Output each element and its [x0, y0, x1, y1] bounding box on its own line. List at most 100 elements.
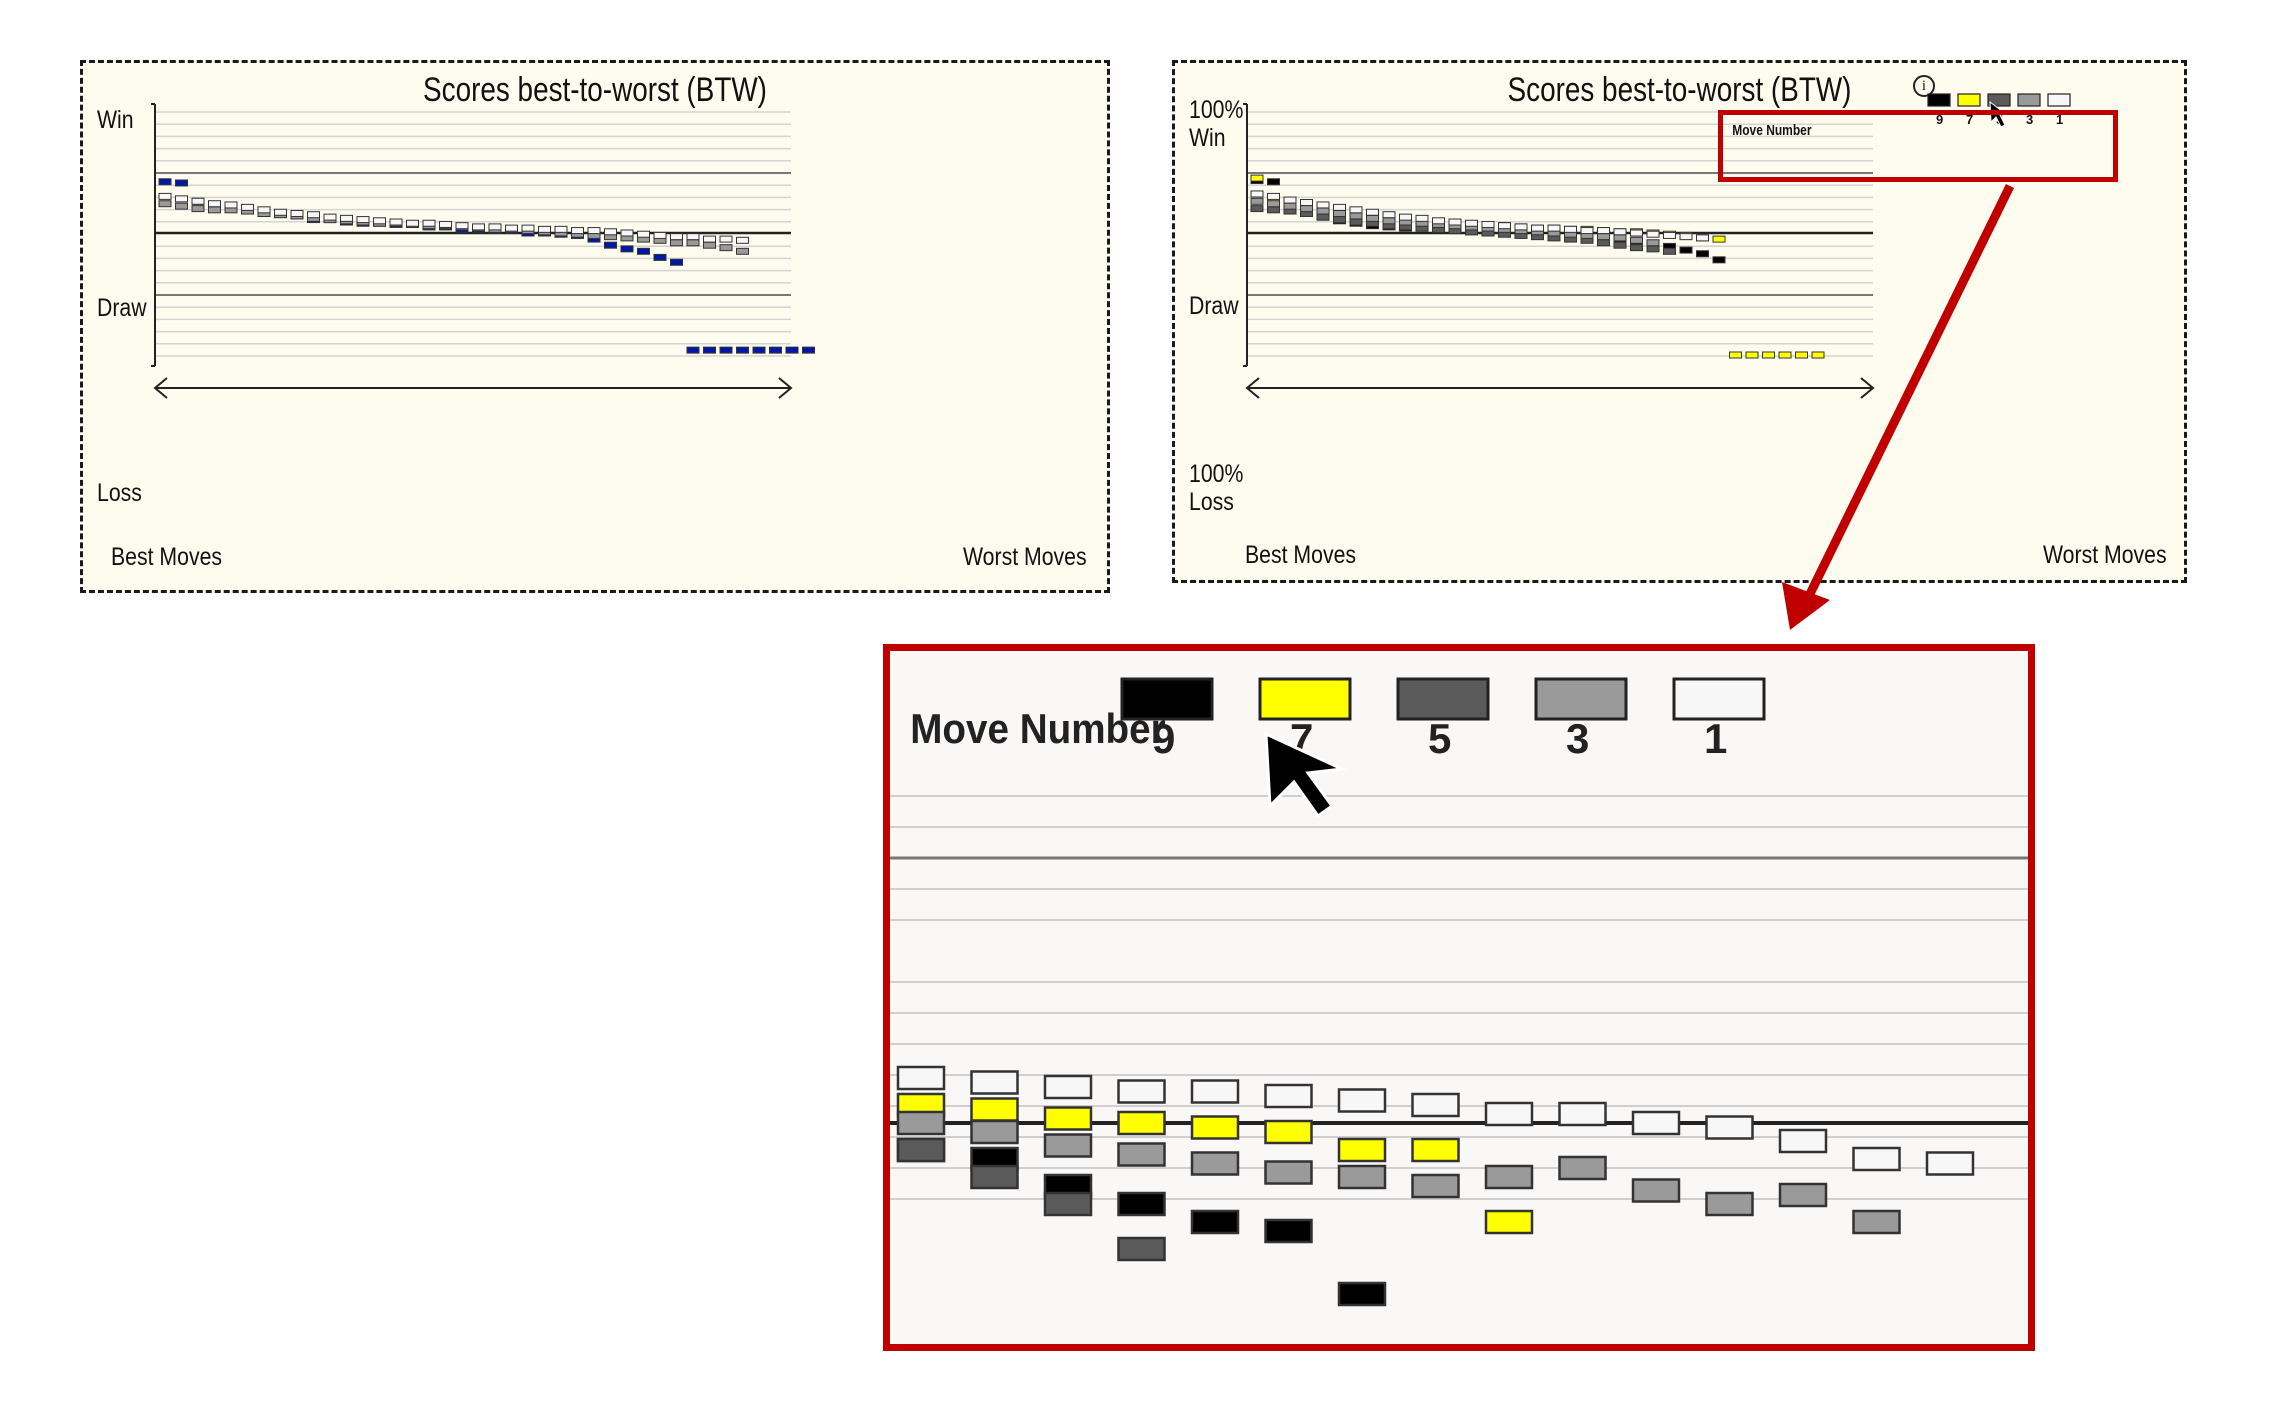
data-point: [1190, 1079, 1240, 1104]
data-point: [1778, 351, 1792, 359]
data-point: [1465, 219, 1478, 227]
data-point: [1190, 1209, 1240, 1235]
data-point: [158, 200, 172, 208]
y-label-loss: Loss: [97, 479, 142, 507]
data-point: [970, 1070, 1019, 1095]
legend-label: 9: [1152, 715, 1175, 762]
data-point: [1432, 217, 1445, 225]
data-point: [1382, 211, 1396, 219]
data-point: [1411, 1092, 1460, 1118]
data-point: [1679, 246, 1693, 254]
data-point: [785, 346, 799, 354]
legend-label: 1: [1704, 715, 1727, 762]
data-point: [1337, 1137, 1387, 1163]
y-label-draw: Draw: [97, 294, 147, 322]
data-point: [1250, 190, 1264, 198]
data-point: [1250, 174, 1264, 182]
chart-title: Scores best-to-worst (BTW): [1507, 71, 1852, 109]
data-point: [158, 192, 172, 200]
data-point: [1337, 1164, 1387, 1190]
data-point: [1646, 239, 1660, 247]
data-point: [1729, 351, 1742, 359]
data-point: [571, 227, 584, 235]
data-point: [1399, 213, 1412, 221]
data-point: [1696, 250, 1709, 258]
data-point: [1762, 351, 1775, 359]
data-point: [208, 200, 221, 208]
data-point: [191, 197, 205, 205]
data-point: [356, 216, 370, 224]
data-point: [1712, 235, 1726, 243]
data-point: [290, 209, 304, 217]
data-point: [1630, 244, 1643, 252]
data-point: [1484, 1209, 1534, 1235]
data-point: [719, 235, 733, 243]
y-label-win: Win: [97, 106, 134, 134]
data-point: [175, 195, 188, 203]
data-point: [1531, 224, 1544, 232]
data-point: [1411, 1173, 1460, 1199]
legend-label: 3: [2026, 112, 2033, 127]
data-point: [1631, 1110, 1681, 1136]
data-point: [1117, 1236, 1166, 1262]
data-point: [1484, 1164, 1534, 1190]
data-point: [1043, 1106, 1093, 1131]
left-chart-plot: [151, 103, 815, 399]
info-icon[interactable]: i: [1913, 75, 1935, 97]
data-point: [620, 245, 634, 253]
chart-title: Scores best-to-worst (BTW): [423, 71, 767, 109]
data-point: [736, 346, 749, 354]
data-point: [1514, 223, 1528, 231]
y-label-win-pct: 100%: [1189, 96, 1244, 124]
legend-swatch: [1957, 93, 1981, 107]
data-point: [653, 231, 667, 239]
data-point: [1852, 1209, 1901, 1235]
data-point: [1043, 1074, 1093, 1100]
data-point: [1117, 1079, 1166, 1104]
data-point: [1411, 1137, 1460, 1163]
data-point: [1117, 1142, 1166, 1167]
legend-swatch: [2017, 93, 2041, 107]
legend-label: 3: [1566, 715, 1589, 762]
data-point: [1264, 1083, 1313, 1109]
legend-label: 1: [2056, 112, 2063, 127]
data-point: [1300, 199, 1313, 206]
data-point: [1264, 1119, 1313, 1145]
x-axis-arrow-left: [153, 377, 168, 399]
data-point: [896, 1065, 946, 1091]
data-point: [1267, 192, 1280, 200]
data-point: [604, 241, 617, 249]
data-point: [224, 201, 238, 209]
right-chart-panel: Scores best-to-worst (BTW) i 100% Win Dr…: [1172, 60, 2187, 583]
data-point: [686, 233, 700, 241]
x-axis-arrow-right: [778, 377, 793, 399]
x-label-worst: Worst Moves: [963, 543, 1087, 571]
data-point: [802, 346, 815, 354]
data-point: [1283, 196, 1297, 204]
data-point: [670, 233, 683, 241]
y-label-draw: Draw: [1189, 292, 1239, 320]
data-point: [896, 1110, 946, 1136]
data-point: [554, 225, 568, 233]
data-point: [472, 223, 485, 231]
data-point: [670, 258, 683, 266]
x-label-worst: Worst Moves: [2043, 541, 2167, 569]
legend-swatch: [1927, 93, 1951, 107]
legend-swatch: [1396, 677, 1490, 721]
data-point: [1448, 218, 1462, 226]
legend-swatch: [2047, 93, 2071, 107]
data-point: [1597, 227, 1610, 235]
x-label-best: Best Moves: [111, 543, 223, 571]
data-point: [1481, 220, 1495, 228]
data-point: [703, 346, 716, 354]
data-point: [637, 247, 650, 255]
data-point: [158, 178, 172, 186]
data-point: [1852, 1146, 1901, 1172]
data-point: [620, 229, 634, 237]
data-point: [1190, 1115, 1240, 1140]
x-label-best: Best Moves: [1245, 541, 1357, 569]
data-point: [175, 202, 188, 210]
zoomed-legend-view: Move Number 9 7 5 3 1: [883, 644, 2035, 1351]
